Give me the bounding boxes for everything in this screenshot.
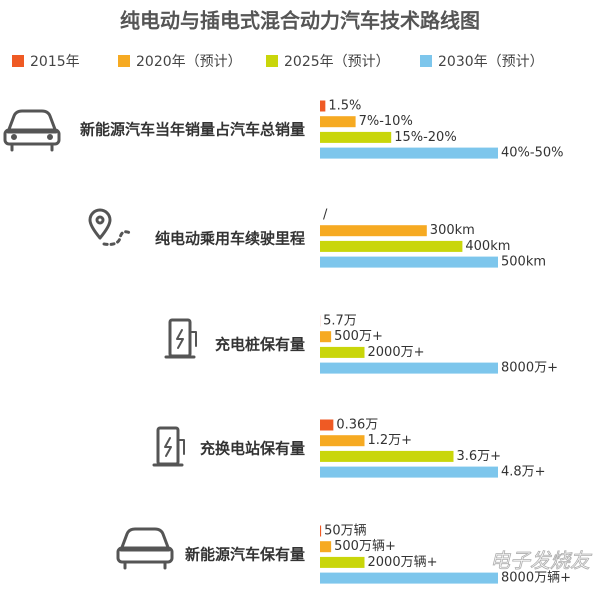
- value-label: 4.8万+: [501, 465, 546, 480]
- category-label: 新能源汽车当年销量占汽车总销量: [80, 121, 305, 139]
- category-label: 充电桩保有量: [215, 336, 305, 354]
- value-label: 8000万+: [501, 361, 558, 376]
- legend-label: 2030年（预计）: [438, 54, 544, 70]
- value-label: 7%-10%: [359, 114, 413, 129]
- bar: [320, 331, 332, 343]
- watermark: 电子发烧友: [490, 549, 593, 573]
- value-label: 3.6万+: [457, 449, 502, 464]
- bar: [320, 419, 334, 431]
- value-label: 500万辆+: [334, 539, 396, 554]
- value-label: 5.7万: [323, 314, 357, 329]
- bar: [320, 100, 326, 112]
- charger-icon: [164, 318, 197, 359]
- car-icon: [116, 527, 174, 570]
- legend-swatch: [12, 55, 24, 67]
- legend-label: 2025年（预计）: [284, 54, 390, 70]
- bar: [320, 131, 392, 143]
- bar: [320, 541, 332, 553]
- bar: [320, 525, 322, 537]
- bar: [320, 435, 365, 447]
- bar: [320, 240, 463, 252]
- value-label: 50万辆: [324, 524, 367, 539]
- route-icon: [88, 208, 134, 246]
- bar: [320, 116, 356, 128]
- value-label: 8000万辆+: [501, 571, 571, 586]
- value-label: 1.2万+: [368, 433, 413, 448]
- value-label: 40%-50%: [501, 146, 563, 161]
- value-label: 1.5%: [328, 99, 361, 114]
- category-label: 充换电站保有量: [200, 440, 305, 458]
- bar: [320, 450, 454, 462]
- bar: [320, 572, 498, 584]
- bar: [320, 256, 498, 268]
- category-label: 新能源汽车保有量: [185, 546, 305, 564]
- legend-label: 2020年（预计）: [136, 54, 242, 70]
- bar: [320, 225, 427, 237]
- value-label: 2000万+: [368, 345, 425, 360]
- value-label: 15%-20%: [394, 130, 456, 145]
- value-label: /: [323, 208, 328, 223]
- legend-label: 2015年: [30, 54, 80, 70]
- value-label: 0.36万: [336, 418, 378, 433]
- car-icon: [3, 109, 61, 152]
- bar: [320, 346, 365, 358]
- value-label: 400km: [465, 239, 510, 254]
- legend-swatch: [420, 55, 432, 67]
- value-label: 500km: [501, 255, 546, 270]
- legend-swatch: [118, 55, 130, 67]
- value-label: 2000万辆+: [368, 555, 438, 570]
- bar: [320, 466, 498, 478]
- station-icon: [152, 426, 185, 467]
- bar: [320, 362, 498, 374]
- category-label: 纯电动乘用车续驶里程: [155, 230, 305, 248]
- value-label: 300km: [430, 223, 475, 238]
- legend-swatch: [266, 55, 278, 67]
- bar: [320, 556, 365, 568]
- bar: [320, 147, 498, 159]
- chart-title: 纯电动与插电式混合动力汽车技术路线图: [120, 9, 480, 33]
- value-label: 500万+: [334, 329, 383, 344]
